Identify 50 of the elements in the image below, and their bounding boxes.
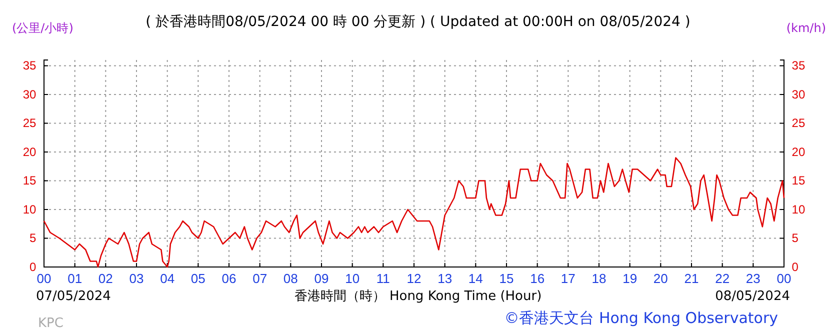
y-tick-label: 10 xyxy=(22,202,37,216)
text: ©香港天文台 Hong Kong Observatory xyxy=(504,309,778,327)
x-tick-label: 02 xyxy=(98,271,113,286)
x-tick-label: 03 xyxy=(129,271,144,286)
y2-tick-label: 30 xyxy=(792,87,806,102)
y2-tick-label: 5 xyxy=(792,231,799,246)
x-tick-label: 00 xyxy=(776,271,792,286)
x-tick-label: 23 xyxy=(746,271,760,286)
x-tick-label: 10 xyxy=(345,271,360,286)
y-tick-label: 25 xyxy=(22,116,37,130)
x-tick-label: 04 xyxy=(160,271,175,286)
x-tick-label: 09 xyxy=(314,271,329,286)
x-tick-label: 11 xyxy=(376,271,390,286)
y-tick-label: 15 xyxy=(22,174,37,188)
x-tick-label: 16 xyxy=(530,271,545,286)
y2-tick-label: 15 xyxy=(792,174,806,188)
chart-title: ( 於香港時間08/05/2024 00 時 00 分更新 ) ( Updated at 00:00H on 08/05/2024 ) xyxy=(146,14,690,30)
y-tick-label: 20 xyxy=(22,144,37,159)
x-tick-label: 06 xyxy=(222,271,236,286)
x-tick-label: 21 xyxy=(684,271,699,286)
x-tick-label: 05 xyxy=(190,271,206,286)
y2-tick-label: 20 xyxy=(792,144,806,159)
x-tick-label: 01 xyxy=(68,271,82,286)
y-tick-label: 0 xyxy=(30,260,37,274)
y-tick-label: 35 xyxy=(22,58,37,73)
y2-axis-title: (km/h) xyxy=(786,21,826,35)
x-axis-title: 香港時間（時） Hong Kong Time (Hour) xyxy=(294,289,542,304)
line-series xyxy=(43,157,785,268)
x-tick-label: 13 xyxy=(438,271,452,286)
y2-tick-label: 0 xyxy=(792,260,799,274)
x-tick-label: 20 xyxy=(653,271,668,286)
y2-tick-label: 10 xyxy=(792,202,806,216)
x-tick-label: 18 xyxy=(592,271,606,286)
text: 07/05/2024 xyxy=(36,289,111,304)
text: 08/05/2024 xyxy=(715,289,790,304)
x-tick-label: 14 xyxy=(468,271,483,286)
y-tick-label: 30 xyxy=(22,87,37,102)
x-tick-label: 19 xyxy=(622,271,638,286)
x-tick-label: 17 xyxy=(560,271,576,286)
x-tick-label: 07 xyxy=(252,271,268,286)
x-tick-label: 15 xyxy=(499,271,514,286)
x-tick-label: 08 xyxy=(283,271,298,286)
y-axis-title: (公里/小時) xyxy=(12,21,74,35)
y-tick-label: 5 xyxy=(30,231,37,246)
y2-tick-label: 25 xyxy=(792,116,806,130)
x-tick-label: 22 xyxy=(715,271,730,286)
x-tick-label: 00 xyxy=(36,271,52,286)
x-tick-label: 12 xyxy=(406,271,422,286)
y2-tick-label: 35 xyxy=(792,58,806,73)
text: KPC xyxy=(38,316,64,331)
